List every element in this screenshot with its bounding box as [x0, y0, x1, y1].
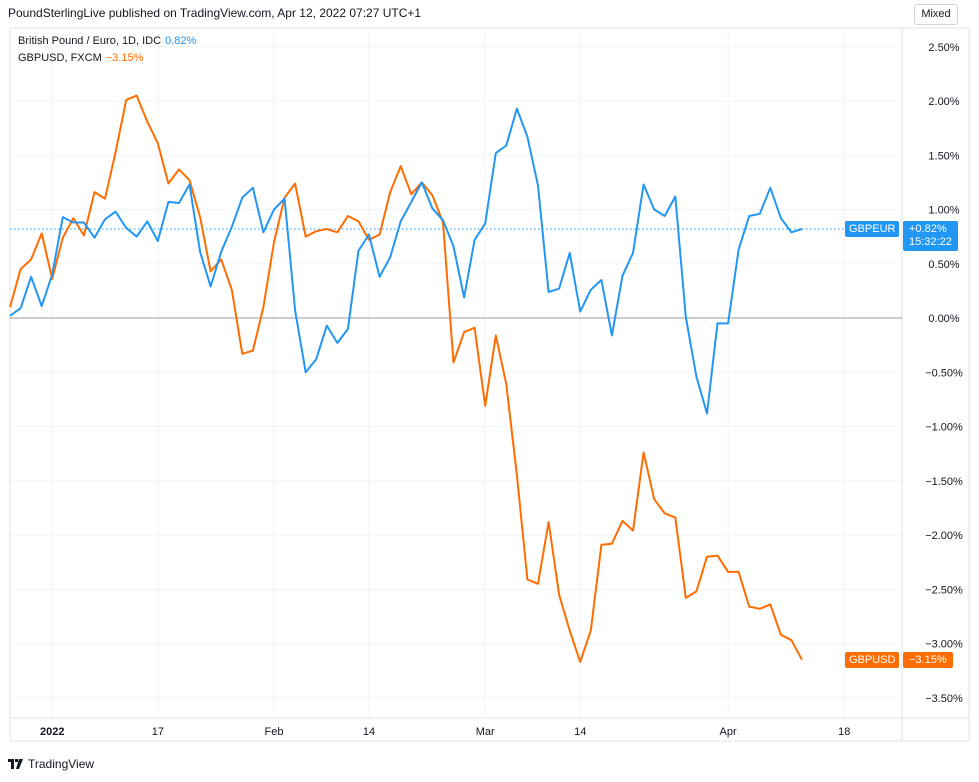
y-tick-label: −2.00%	[925, 530, 963, 542]
grid	[10, 28, 902, 718]
y-tick-label: 2.00%	[928, 96, 959, 108]
y-tick-label: 1.50%	[928, 150, 959, 162]
scale-mode-button[interactable]: Mixed	[914, 4, 958, 25]
series-line-gbpusd[interactable]	[9, 94, 803, 663]
x-tick-label: 2022	[40, 726, 64, 738]
x-tick-label: Feb	[265, 726, 284, 738]
brand-name: TradingView	[28, 757, 95, 771]
legend-value: 0.82%	[165, 35, 197, 47]
y-tick-label: −1.00%	[925, 422, 963, 434]
legend-value: −3.15%	[105, 52, 144, 64]
x-tick-label: Mar	[476, 726, 495, 738]
series-line-gbpeur[interactable]	[9, 107, 803, 415]
series-layer	[9, 94, 803, 663]
y-tick-label: −2.50%	[925, 584, 963, 596]
publish-info: PoundSterlingLive published on TradingVi…	[8, 6, 422, 20]
series-tag-gbpeur: GBPEUR	[845, 221, 900, 237]
time-axis: 2022 17 Feb 14 Mar 14 Apr 18	[40, 726, 850, 738]
price-tag-gbpeur: +0.82% 15:32:22	[903, 221, 958, 251]
chart-frame	[9, 27, 970, 742]
legend-gbpeur[interactable]: British Pound / Euro, 1D, IDC 0.82%	[18, 35, 196, 47]
price-axis: 2.50% 2.00% 1.50% 1.00% 0.50% 0.00% −0.50% −1.0…	[925, 42, 963, 705]
legend-label: British Pound / Euro, 1D, IDC	[18, 35, 162, 47]
y-tick-label: 0.50%	[928, 259, 959, 271]
tradingview-logo-icon	[8, 759, 23, 769]
footer-brand[interactable]: TradingView	[8, 757, 94, 771]
price-tag-value: +0.82%	[909, 223, 947, 235]
y-tick-label: 0.00%	[928, 313, 959, 325]
price-tag-gbpusd: −3.15%	[903, 652, 953, 668]
y-tick-label: −1.50%	[925, 476, 963, 488]
y-tick-label: 1.00%	[928, 205, 959, 217]
y-tick-label: −3.50%	[925, 693, 963, 705]
y-tick-label: −3.00%	[925, 639, 963, 651]
legend-gbpusd[interactable]: GBPUSD, FXCM −3.15%	[18, 52, 143, 64]
x-tick-label: 14	[363, 726, 375, 738]
x-tick-label: 14	[574, 726, 586, 738]
y-tick-label: −0.50%	[925, 367, 963, 379]
bar-countdown: 15:32:22	[909, 236, 952, 248]
x-tick-label: 18	[838, 726, 850, 738]
series-tag-gbpusd: GBPUSD	[845, 652, 900, 668]
legend-label: GBPUSD, FXCM	[18, 52, 102, 64]
x-tick-label: 17	[152, 726, 164, 738]
x-tick-label: Apr	[720, 726, 737, 738]
y-tick-label: 2.50%	[928, 42, 959, 54]
